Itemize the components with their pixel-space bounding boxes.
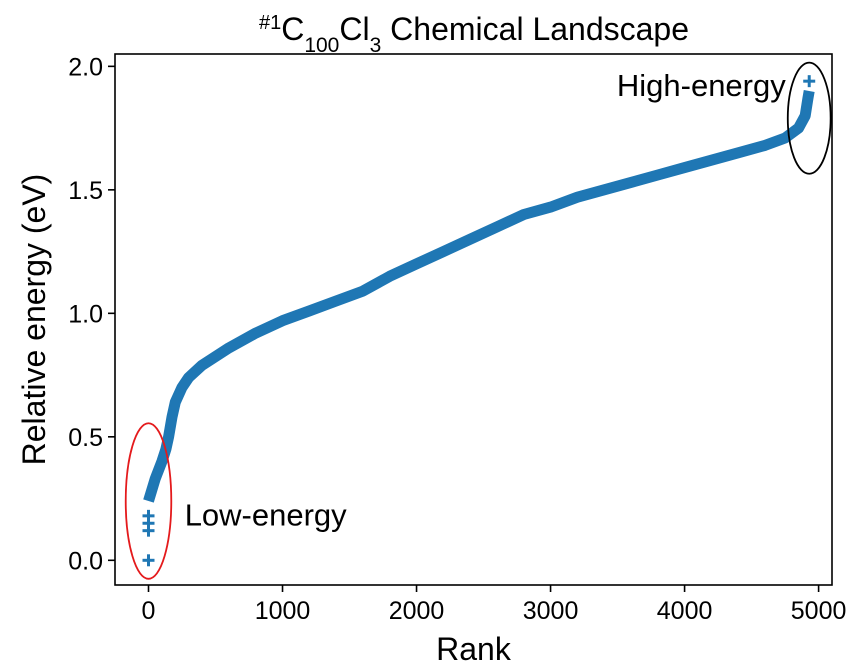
low-energy-ellipse — [124, 422, 173, 580]
x-tick-label: 0 — [142, 597, 156, 625]
x-tick-label: 3000 — [523, 597, 579, 625]
title-chlorine: Cl — [339, 11, 369, 47]
plus-marker — [803, 75, 816, 88]
plot-area — [142, 75, 816, 567]
low-energy-annotation: Low-energy — [185, 498, 347, 533]
axis-ticks: 0 1000 2000 3000 4000 5000 0.0 0.5 1.0 1.5 2.0 — [68, 53, 846, 625]
plus-marker — [142, 554, 155, 567]
y-tick-label: 0.0 — [68, 547, 103, 575]
y-tick-label: 0.5 — [68, 424, 103, 452]
y-axis-label: Relative energy (eV) — [16, 174, 52, 466]
title-chlorine-subscript: 3 — [370, 34, 382, 57]
high-energy-annotation: High-energy — [617, 68, 786, 103]
plus-marker — [142, 509, 155, 522]
y-tick-label: 1.5 — [68, 177, 103, 205]
y-tick-label: 1.0 — [68, 300, 103, 328]
title-prefix: #1 — [259, 12, 281, 34]
y-tick-label: 2.0 — [68, 53, 103, 81]
x-tick-label: 5000 — [791, 597, 847, 625]
high-energy-ellipse — [786, 61, 832, 175]
title-carbon-subscript: 100 — [304, 34, 339, 57]
x-axis-label: Rank — [436, 631, 512, 667]
axes-frame — [114, 53, 833, 586]
x-tick-label: 4000 — [657, 597, 713, 625]
title-carbon: C — [281, 11, 304, 47]
energy-curve — [143, 90, 815, 503]
title-rest: Chemical Landscape — [381, 11, 689, 47]
annotations: Low-energy High-energy — [124, 61, 832, 580]
x-tick-label: 1000 — [255, 597, 311, 625]
chart-title: #1C100Cl3 Chemical Landscape — [259, 11, 689, 57]
x-tick-label: 2000 — [389, 597, 445, 625]
